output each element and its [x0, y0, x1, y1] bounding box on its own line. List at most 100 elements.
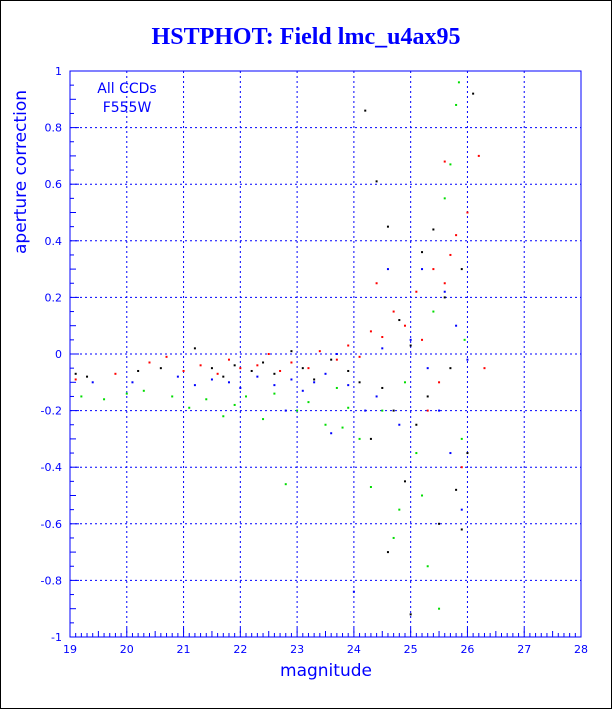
data-point [438, 522, 441, 525]
x-axis-ticks: 19 20 21 22 23 24 25 26 27 28 [63, 628, 588, 656]
data-point [245, 395, 248, 398]
data-point [398, 319, 401, 322]
chart-title: HSTPHOT: Field lmc_u4ax95 [151, 24, 461, 50]
annotation-ccds: All CCDs [97, 81, 156, 97]
data-point [125, 392, 128, 395]
data-point [358, 437, 361, 440]
data-point [273, 372, 276, 375]
data-point [415, 290, 418, 293]
data-point [165, 355, 168, 358]
data-point [386, 551, 389, 554]
data-point [381, 336, 384, 339]
data-point [347, 369, 350, 372]
data-point [284, 483, 287, 486]
data-point [449, 367, 452, 370]
data-point [256, 364, 259, 367]
data-point [443, 296, 446, 299]
data-point [284, 409, 287, 412]
y-tick-label: -0.6 [41, 518, 62, 531]
data-point [472, 92, 475, 95]
data-point [455, 488, 458, 491]
data-point [375, 282, 378, 285]
y-axis-label: aperture correction [11, 90, 31, 254]
data-point [262, 418, 265, 421]
data-point [358, 355, 361, 358]
data-point [233, 364, 236, 367]
data-point [296, 409, 299, 412]
data-point [364, 109, 367, 112]
data-point [438, 409, 441, 412]
data-point [483, 367, 486, 370]
data-point [114, 372, 117, 375]
data-point [256, 375, 259, 378]
data-point [466, 358, 469, 361]
x-tick-label: 25 [404, 643, 418, 656]
y-tick-label: 0.4 [45, 235, 63, 248]
y-axis-ticks: -1 -0.8 -0.6 -0.4 -0.2 0 0.2 0.4 0.6 0.8 1 [41, 65, 79, 644]
x-tick-label: 24 [347, 643, 361, 656]
data-points [74, 81, 486, 616]
data-point [432, 228, 435, 231]
data-point [142, 389, 145, 392]
x-tick-label: 28 [574, 643, 588, 656]
data-point [432, 310, 435, 313]
data-point [318, 350, 321, 353]
data-point [432, 268, 435, 271]
data-point [301, 389, 304, 392]
data-point [455, 103, 458, 106]
data-point [148, 361, 151, 364]
data-point [290, 361, 293, 364]
data-point [466, 211, 469, 214]
data-point [403, 381, 406, 384]
data-point [239, 386, 242, 389]
data-point [131, 381, 134, 384]
data-point [438, 381, 441, 384]
data-point [421, 268, 424, 271]
data-point [369, 486, 372, 489]
data-point [358, 381, 361, 384]
data-point [279, 369, 282, 372]
data-point [463, 338, 466, 341]
data-point [330, 358, 333, 361]
data-point [159, 367, 162, 370]
data-point [381, 347, 384, 350]
data-point [409, 338, 412, 341]
data-point [375, 395, 378, 398]
data-point [210, 378, 213, 381]
data-point [403, 324, 406, 327]
data-point [426, 395, 429, 398]
y-tick-label: 0.6 [45, 178, 63, 191]
data-point [86, 375, 89, 378]
data-point [205, 398, 208, 401]
data-point [347, 344, 350, 347]
data-point [210, 367, 213, 370]
data-point [324, 423, 327, 426]
x-tick-label: 23 [290, 643, 304, 656]
y-tick-label: 0.2 [45, 291, 63, 304]
data-point [290, 350, 293, 353]
y-tick-label: -0.8 [41, 574, 62, 587]
data-point [457, 81, 460, 84]
data-point [443, 197, 446, 200]
data-point [91, 381, 94, 384]
data-point [199, 364, 202, 367]
data-point [324, 372, 327, 375]
data-point [307, 367, 310, 370]
data-point [477, 154, 480, 157]
data-point [449, 163, 452, 166]
data-point [421, 338, 424, 341]
x-tick-label: 21 [177, 643, 191, 656]
data-point [352, 590, 355, 593]
data-point [222, 415, 225, 418]
data-point [426, 565, 429, 568]
data-point [347, 406, 350, 409]
data-point [335, 358, 338, 361]
x-tick-label: 27 [517, 643, 531, 656]
data-point [273, 392, 276, 395]
data-point [227, 358, 230, 361]
data-point [227, 381, 230, 384]
data-point [426, 367, 429, 370]
data-point [188, 406, 191, 409]
annotation-filter: F555W [103, 100, 152, 116]
